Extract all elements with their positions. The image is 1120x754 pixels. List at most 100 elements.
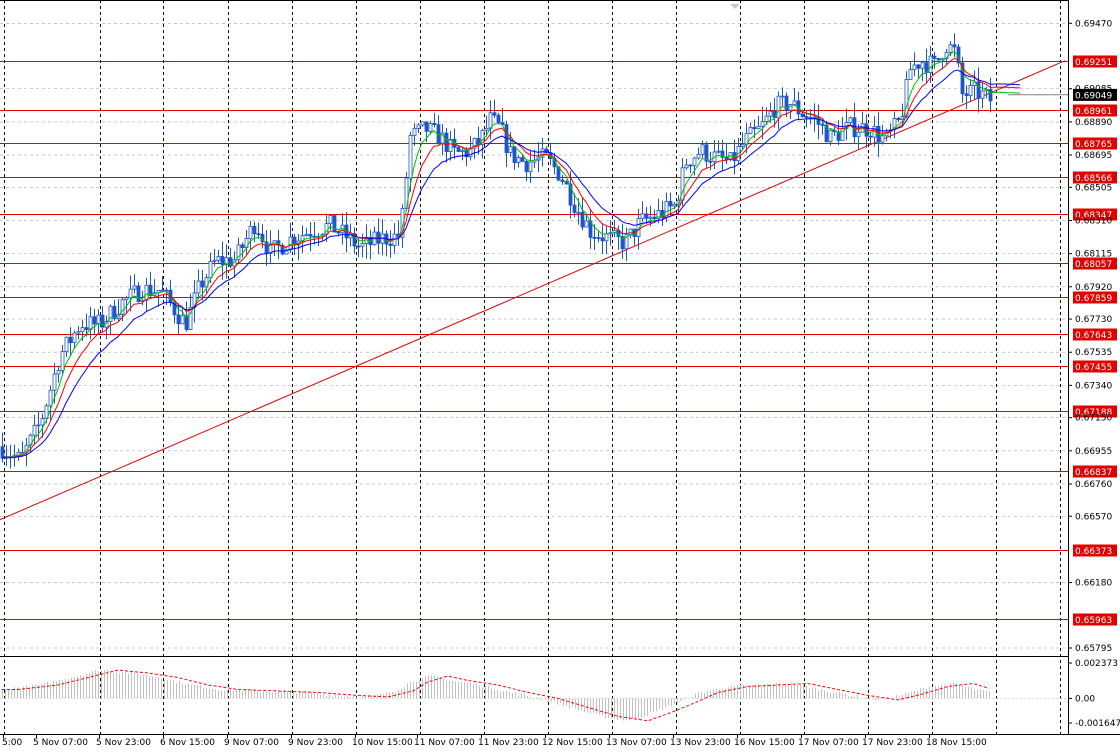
level-label: 0.68057 xyxy=(1075,260,1112,270)
candle-body xyxy=(820,123,825,126)
candle-body xyxy=(60,351,65,371)
candle-body xyxy=(0,446,5,459)
candle-body xyxy=(512,146,517,164)
candle-body xyxy=(76,331,81,334)
level-label: 0.66373 xyxy=(1075,547,1112,557)
candle-body xyxy=(196,280,201,294)
candle-body xyxy=(568,183,573,206)
candle-body xyxy=(564,181,569,185)
candle-body xyxy=(268,243,273,254)
candle-body xyxy=(584,220,589,228)
candle-body xyxy=(692,157,697,167)
level-badge xyxy=(1073,104,1117,117)
level-badge xyxy=(1073,465,1117,478)
candle-body xyxy=(124,297,129,301)
candle-body xyxy=(88,316,93,331)
candle-body xyxy=(220,256,225,265)
price-tick-label: 0.67920 xyxy=(1075,283,1112,293)
candle-body xyxy=(656,209,661,220)
price-tick-label: 0.68115 xyxy=(1075,250,1112,260)
level-label: 0.68961 xyxy=(1075,107,1112,117)
price-tick-label: 0.68505 xyxy=(1075,183,1112,193)
candle-body xyxy=(576,211,581,214)
candle-body xyxy=(236,244,241,261)
time-tick-label: 9 Nov 23:00 xyxy=(288,738,343,748)
candle-body xyxy=(496,114,501,123)
candle-body xyxy=(216,256,221,261)
candle-body xyxy=(484,127,489,131)
candle-body xyxy=(424,121,429,132)
level-label: 0.67188 xyxy=(1075,408,1112,418)
candle-body xyxy=(544,148,549,153)
candle-body xyxy=(800,113,805,117)
candle-body xyxy=(448,138,453,152)
candle-body xyxy=(160,289,165,292)
candle-body xyxy=(580,211,585,228)
candle-body xyxy=(508,146,513,154)
price-tick-label: 0.66570 xyxy=(1075,512,1112,522)
candle-body xyxy=(68,336,73,344)
level-label: 0.67859 xyxy=(1075,294,1112,304)
level-badge xyxy=(1073,544,1117,557)
time-tick-label: 9 Nov 07:00 xyxy=(224,738,279,748)
candle-body xyxy=(64,336,69,352)
candle-body xyxy=(84,327,89,331)
candle-body xyxy=(108,305,113,322)
candle-body xyxy=(524,160,529,173)
candle-body xyxy=(420,121,425,126)
candle-body xyxy=(188,306,193,330)
candle-body xyxy=(952,44,957,48)
price-tick-label: 0.67730 xyxy=(1075,315,1112,325)
price-tick-label: 0.66180 xyxy=(1075,579,1112,589)
candle-body xyxy=(880,135,885,143)
time-tick-label: 11 Nov 07:00 xyxy=(414,738,475,748)
price-tick-label: 0.65795 xyxy=(1075,644,1112,654)
candle-body xyxy=(592,236,597,239)
candle-body xyxy=(904,79,909,117)
candle-body xyxy=(176,314,181,325)
candle-body xyxy=(516,157,521,164)
candle-body xyxy=(96,314,101,325)
candle-body xyxy=(784,95,789,111)
candle-body xyxy=(700,144,705,155)
time-tick-label: 12 Nov 15:00 xyxy=(542,738,603,748)
candle-body xyxy=(128,288,133,299)
level-badge xyxy=(1073,257,1117,270)
candle-body xyxy=(792,100,797,105)
candle-body xyxy=(892,118,897,131)
candle-body xyxy=(752,127,757,130)
level-badge xyxy=(1073,360,1117,373)
candle-body xyxy=(248,225,253,239)
trendline[interactable] xyxy=(0,60,1066,521)
candle-body xyxy=(36,424,41,427)
time-tick-label: 5 Nov 23:00 xyxy=(96,738,151,748)
moving-averages xyxy=(1,50,1021,459)
indicator-tick-label: 0.002373 xyxy=(1075,659,1118,669)
candle-body xyxy=(628,228,633,236)
price-tick-label: 0.68310 xyxy=(1075,216,1112,226)
time-tick-label: 6 Nov 15:00 xyxy=(160,738,215,748)
indicator-tick-label: 0.00 xyxy=(1075,694,1095,704)
candle-body xyxy=(212,259,217,262)
candle-body xyxy=(848,117,853,123)
candle-body xyxy=(940,58,945,61)
indicator-panel: 0.002373 0.00 -0.001647 xyxy=(0,659,1120,729)
time-axis: 5:00 5 Nov 07:00 5 Nov 23:00 6 Nov 15:00 9 N… xyxy=(2,734,987,748)
candle-body xyxy=(808,116,813,119)
level-badge xyxy=(1073,55,1117,68)
level-badge xyxy=(1073,137,1117,150)
candle-body xyxy=(932,55,937,59)
time-tick-label: 13 Nov 23:00 xyxy=(670,738,731,748)
candle-body xyxy=(644,213,649,219)
candle-body xyxy=(836,131,841,141)
candle-body xyxy=(52,373,57,391)
candle-body xyxy=(824,124,829,143)
candle-body xyxy=(540,148,545,158)
candle-body xyxy=(768,110,773,117)
candle-body xyxy=(976,81,981,99)
candle-body xyxy=(760,121,765,127)
candle-body xyxy=(40,418,45,426)
candle-body xyxy=(720,150,725,158)
level-label: 0.68566 xyxy=(1075,174,1112,184)
